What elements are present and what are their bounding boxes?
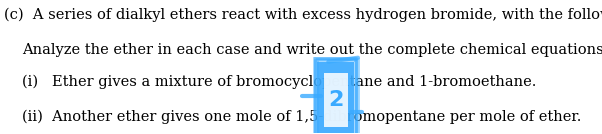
Text: 2: 2 [328,90,344,110]
FancyBboxPatch shape [317,62,355,134]
FancyBboxPatch shape [324,73,347,127]
Text: Analyze the ether in each case and write out the complete chemical equations.: Analyze the ether in each case and write… [22,43,602,57]
Text: (c)  A series of dialkyl ethers react with excess hydrogen bromide, with the fol: (c) A series of dialkyl ethers react wit… [4,7,602,22]
Text: (ii)  Another ether gives one mole of 1,5-dibromopentane per mole of ether.: (ii) Another ether gives one mole of 1,5… [22,109,582,124]
Text: (i)   Ether gives a mixture of bromocyclopentane and 1-bromoethane.: (i) Ether gives a mixture of bromocyclop… [22,75,536,89]
